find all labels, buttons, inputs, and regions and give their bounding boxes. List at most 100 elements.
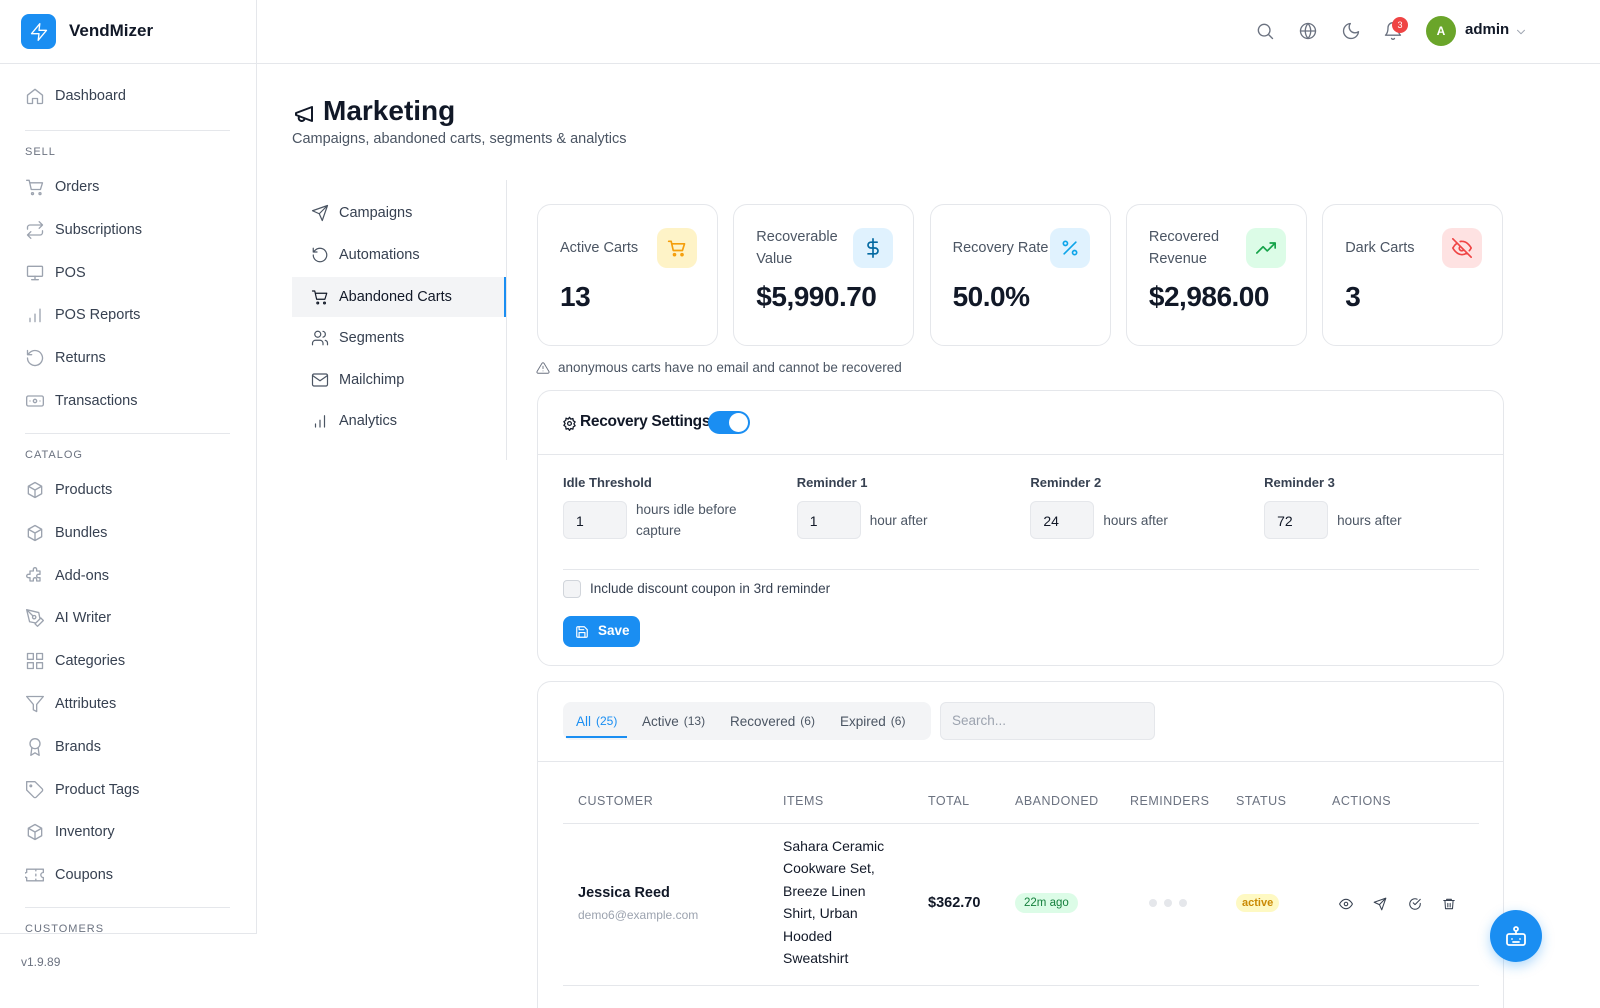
- cart-icon: [311, 290, 328, 305]
- reminder-dot: [1164, 899, 1172, 907]
- nav-item[interactable]: Product Tags: [10, 772, 246, 808]
- icon-shape: [1299, 22, 1317, 40]
- nav-label: POS: [55, 264, 86, 281]
- tab[interactable]: All (25): [566, 702, 628, 740]
- tab-label: All: [576, 713, 592, 729]
- sidebar-nav: Dashboard SELL Orders Subscriptions POS POS R…: [0, 64, 257, 933]
- alert-icon: [536, 362, 550, 374]
- bot-icon: [1506, 926, 1526, 946]
- stat-header: Recovery Rate: [953, 225, 1090, 271]
- stat-card: Recovered Revenue $2,986.00: [1125, 204, 1307, 346]
- gear-icon: [562, 416, 576, 431]
- tab[interactable]: Recovered (6): [730, 702, 815, 740]
- nav-item[interactable]: POS Reports: [10, 297, 246, 333]
- nav-item[interactable]: Returns: [10, 340, 246, 376]
- settings-divider: [563, 569, 1479, 570]
- globe-icon[interactable]: [1298, 21, 1318, 41]
- mail-icon: [311, 373, 329, 387]
- assistant-button[interactable]: [1490, 910, 1542, 962]
- toggle[interactable]: [708, 411, 750, 434]
- settings-panel: Recovery Settings Idle Threshold 1 hours id…: [537, 390, 1504, 666]
- subnav-item[interactable]: Segments: [292, 318, 506, 358]
- percent-icon: [1062, 240, 1078, 256]
- page-subtitle: Campaigns, abandoned carts, segments & a…: [292, 131, 627, 147]
- nav-item[interactable]: Brands: [10, 729, 246, 765]
- icon-shape: [1408, 898, 1421, 910]
- nav-item[interactable]: Subscriptions: [10, 212, 246, 248]
- tab[interactable]: Active (13): [642, 702, 705, 740]
- field-input[interactable]: 24: [1030, 501, 1095, 539]
- carts-panel: All (25) Active (13) Recovered (6) Expired (6) S…: [537, 681, 1504, 1008]
- subnav-item[interactable]: Mailchimp: [292, 360, 506, 400]
- avatar[interactable]: A: [1426, 16, 1456, 46]
- nav-item[interactable]: Dashboard: [10, 78, 246, 114]
- tab[interactable]: Expired (6): [840, 702, 905, 740]
- trash-icon[interactable]: [1442, 897, 1456, 911]
- icon-shape: [1257, 23, 1271, 37]
- subnav-item[interactable]: Campaigns: [292, 193, 506, 233]
- icon-shape: [26, 88, 44, 105]
- icon-shape: [314, 330, 322, 338]
- subnav-item[interactable]: Analytics: [292, 401, 506, 441]
- search-icon[interactable]: [1255, 21, 1275, 41]
- icon-shape: [1373, 897, 1387, 911]
- icon-shape: [26, 395, 44, 407]
- check-icon[interactable]: [1408, 897, 1422, 911]
- nav-label: Orders: [55, 179, 100, 195]
- stat-card: Recoverable Value $5,990.70: [733, 204, 915, 346]
- stat-header: Active Carts: [560, 225, 697, 271]
- subnav-label: Campaigns: [339, 205, 413, 221]
- icon-shape: [36, 653, 44, 661]
- cart-items: Sahara Ceramic Cookware Set, Breeze Line…: [783, 838, 885, 967]
- icon-shape: [1506, 933, 1526, 946]
- nav-item[interactable]: Inventory: [10, 814, 246, 850]
- icon-shape: [30, 191, 35, 196]
- nav-item[interactable]: Attributes: [10, 686, 246, 722]
- nav-item[interactable]: Add-ons: [10, 558, 246, 594]
- reminder-dot: [1149, 899, 1157, 907]
- field-input[interactable]: 1: [796, 501, 861, 539]
- checkbox-label: Include discount coupon in 3rd reminder: [590, 581, 831, 596]
- nav-item[interactable]: POS: [10, 255, 246, 291]
- icon-shape: [1342, 22, 1360, 40]
- icon-shape: [38, 191, 42, 196]
- subnav-item[interactable]: Automations: [292, 235, 506, 275]
- field-input[interactable]: 1: [563, 501, 627, 539]
- icon-shape: [26, 609, 44, 628]
- nav-label: Coupons: [55, 867, 114, 884]
- table-top-line: [538, 761, 1503, 762]
- icon-shape: [566, 420, 572, 426]
- stat-value: 3: [1345, 281, 1361, 312]
- nav-item[interactable]: Orders: [10, 169, 246, 205]
- nav-label: Transactions: [55, 393, 138, 409]
- customer-email: demo6@example.com: [578, 908, 699, 922]
- nav-item[interactable]: Products: [10, 472, 246, 508]
- save-button[interactable]: Save: [563, 616, 640, 647]
- column-header: TOTAL: [928, 794, 970, 808]
- nav-section-title: CATALOG: [25, 449, 83, 461]
- settings-header-line: [538, 454, 1503, 455]
- abandoned-badge: 22m ago: [1015, 893, 1078, 913]
- icon-shape: [1071, 249, 1078, 256]
- eye-icon[interactable]: [1339, 897, 1353, 911]
- checkbox[interactable]: [563, 580, 581, 598]
- icon-shape: [311, 374, 329, 382]
- nav-item[interactable]: AI Writer: [10, 600, 246, 636]
- puzzle-icon: [26, 566, 41, 582]
- dollar-icon: [867, 238, 880, 258]
- subnav-item[interactable]: Abandoned Carts: [292, 277, 506, 317]
- row-line: [563, 985, 1479, 986]
- nav-label: Brands: [55, 738, 101, 755]
- field-input[interactable]: 72: [1264, 501, 1329, 539]
- nav-item[interactable]: Transactions: [10, 383, 246, 419]
- send-icon[interactable]: [1373, 897, 1387, 911]
- icon-shape: [1268, 34, 1274, 40]
- moon-icon[interactable]: [1341, 21, 1361, 41]
- stat-card: Recovery Rate 50.0%: [929, 204, 1111, 346]
- nav-item[interactable]: Bundles: [10, 515, 246, 551]
- nav-item[interactable]: Coupons: [10, 857, 246, 893]
- nav-item[interactable]: Categories: [10, 643, 246, 679]
- user-name[interactable]: admin: [1465, 21, 1510, 38]
- search-input[interactable]: Search...: [940, 702, 1155, 740]
- repeat-icon: [26, 220, 44, 239]
